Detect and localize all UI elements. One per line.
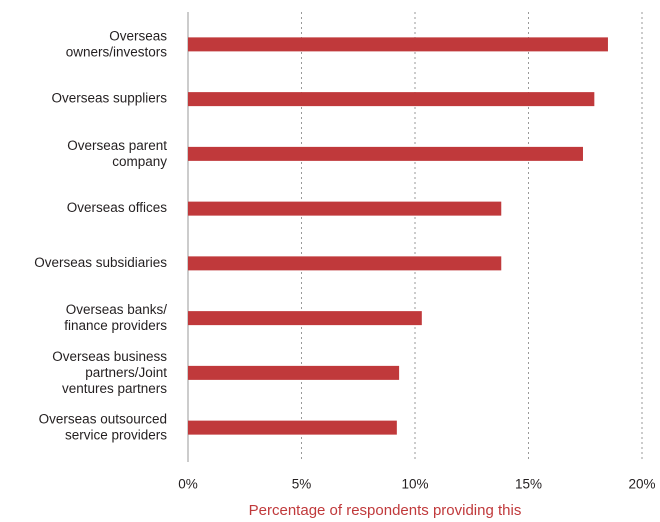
y-tick-label: Overseas banks/finance providers	[64, 302, 167, 333]
bar	[188, 146, 583, 161]
bar	[188, 365, 400, 380]
bar	[188, 201, 502, 216]
y-tick-label: Overseas offices	[67, 200, 168, 215]
y-tick-label: Overseas outsourced service providers	[39, 411, 168, 442]
x-tick-label: 20%	[628, 477, 655, 492]
y-tick-label: Overseas suppliers	[51, 91, 167, 106]
bar	[188, 37, 608, 52]
bar	[188, 256, 502, 271]
x-tick-label: 5%	[292, 477, 312, 492]
x-tick-label: 10%	[401, 477, 428, 492]
bar	[188, 92, 595, 107]
y-tick-label: Overseas owners/investors	[66, 28, 168, 59]
x-tick-label: 0%	[178, 477, 198, 492]
x-axis-title: Percentage of respondents providing this	[249, 502, 522, 519]
y-tick-label: Overseas business partners/Joint ventures …	[52, 348, 167, 395]
bar	[188, 420, 397, 435]
bar	[188, 311, 422, 326]
y-tick-label: Overseas subsidiaries	[34, 255, 167, 270]
x-tick-label: 15%	[515, 477, 542, 492]
y-tick-label: Overseas parent company	[67, 137, 167, 168]
